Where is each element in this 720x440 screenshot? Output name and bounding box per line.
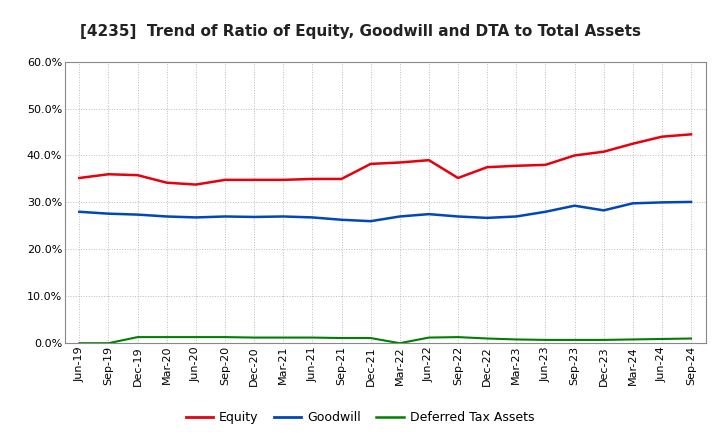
Goodwill xyxy=(570,203,579,208)
Deferred Tax Assets xyxy=(163,334,171,340)
Equity xyxy=(308,176,317,182)
Deferred Tax Assets xyxy=(629,337,637,342)
Deferred Tax Assets xyxy=(366,335,375,341)
Deferred Tax Assets xyxy=(337,335,346,341)
Equity xyxy=(687,132,696,137)
Goodwill xyxy=(366,219,375,224)
Goodwill xyxy=(454,214,462,219)
Goodwill xyxy=(687,199,696,205)
Equity xyxy=(483,165,492,170)
Goodwill xyxy=(657,200,666,205)
Goodwill xyxy=(250,214,258,220)
Equity xyxy=(75,176,84,181)
Goodwill xyxy=(395,214,404,219)
Equity xyxy=(541,162,550,168)
Equity xyxy=(657,134,666,139)
Line: Deferred Tax Assets: Deferred Tax Assets xyxy=(79,337,691,343)
Deferred Tax Assets xyxy=(657,336,666,341)
Equity xyxy=(220,177,229,183)
Goodwill xyxy=(512,214,521,219)
Goodwill xyxy=(541,209,550,214)
Deferred Tax Assets xyxy=(570,337,579,343)
Deferred Tax Assets xyxy=(279,335,287,340)
Goodwill xyxy=(425,212,433,217)
Deferred Tax Assets xyxy=(687,336,696,341)
Goodwill xyxy=(163,214,171,219)
Equity xyxy=(192,182,200,187)
Deferred Tax Assets xyxy=(104,341,113,346)
Deferred Tax Assets xyxy=(192,334,200,340)
Goodwill xyxy=(599,208,608,213)
Equity xyxy=(250,177,258,183)
Goodwill xyxy=(133,212,142,217)
Goodwill xyxy=(483,215,492,220)
Deferred Tax Assets xyxy=(250,335,258,340)
Equity xyxy=(133,172,142,178)
Deferred Tax Assets xyxy=(483,336,492,341)
Line: Equity: Equity xyxy=(79,134,691,184)
Goodwill xyxy=(220,214,229,219)
Equity xyxy=(512,163,521,169)
Goodwill xyxy=(308,215,317,220)
Text: [4235]  Trend of Ratio of Equity, Goodwill and DTA to Total Assets: [4235] Trend of Ratio of Equity, Goodwil… xyxy=(79,24,641,39)
Goodwill xyxy=(629,201,637,206)
Equity xyxy=(337,176,346,182)
Deferred Tax Assets xyxy=(541,337,550,343)
Equity xyxy=(425,158,433,163)
Goodwill xyxy=(104,211,113,216)
Deferred Tax Assets xyxy=(512,337,521,342)
Goodwill xyxy=(192,215,200,220)
Line: Goodwill: Goodwill xyxy=(79,202,691,221)
Deferred Tax Assets xyxy=(75,341,84,346)
Deferred Tax Assets xyxy=(425,335,433,340)
Equity xyxy=(570,153,579,158)
Deferred Tax Assets xyxy=(133,334,142,340)
Equity xyxy=(163,180,171,185)
Equity xyxy=(599,149,608,154)
Equity xyxy=(454,176,462,181)
Legend: Equity, Goodwill, Deferred Tax Assets: Equity, Goodwill, Deferred Tax Assets xyxy=(181,407,539,429)
Deferred Tax Assets xyxy=(220,334,229,340)
Equity xyxy=(629,141,637,147)
Equity xyxy=(279,177,287,183)
Deferred Tax Assets xyxy=(308,335,317,340)
Goodwill xyxy=(279,214,287,219)
Equity xyxy=(104,172,113,177)
Deferred Tax Assets xyxy=(454,334,462,340)
Goodwill xyxy=(337,217,346,222)
Deferred Tax Assets xyxy=(395,341,404,346)
Goodwill xyxy=(75,209,84,214)
Equity xyxy=(395,160,404,165)
Deferred Tax Assets xyxy=(599,337,608,343)
Equity xyxy=(366,161,375,167)
